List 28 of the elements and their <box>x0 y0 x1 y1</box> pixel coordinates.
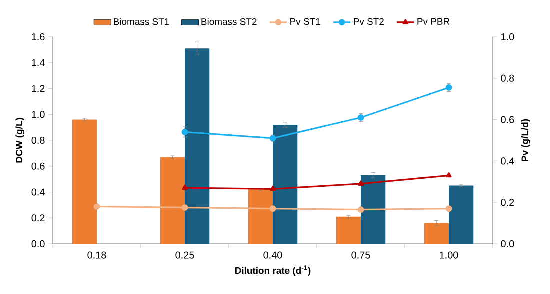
y-tick-label: 1.2 <box>32 85 45 92</box>
y2-axis-title: Pv (g/L/d) <box>521 119 530 162</box>
x-tick-label: 0.18 <box>88 252 106 259</box>
y2-tick-label: 0.6 <box>501 116 514 124</box>
legend-label: Pv PBR <box>418 18 450 25</box>
x-tick-label: 0.75 <box>352 252 370 259</box>
y2-tick-label: 1.0 <box>502 33 514 41</box>
y-tick-label: 0.4 <box>32 188 45 196</box>
y-tick-label: 0.0 <box>32 240 45 248</box>
x-tick-label: 1.00 <box>440 252 458 259</box>
y2-tick-label: 0.2 <box>501 199 514 206</box>
y2-tick-label: 0.4 <box>501 158 514 165</box>
y-tick-label: 0.2 <box>32 214 45 222</box>
y-tick-label: 1.4 <box>32 59 45 66</box>
y-axis-title: DCW (g/L) <box>16 118 25 163</box>
legend-label: Biomass ST1 <box>114 18 170 26</box>
y2-tick-label: 0.8 <box>501 74 514 82</box>
x-axis-title: Dilution rate (d$^{-1}$) <box>235 266 311 276</box>
y-tick-label: 1.6 <box>32 33 45 41</box>
y-tick-label: 1.0 <box>32 111 45 118</box>
y-tick-label: 0.8 <box>32 136 45 144</box>
legend-label: Pv ST2 <box>354 18 384 26</box>
x-tick-label: 0.40 <box>264 252 282 259</box>
x-tick-label: 0.25 <box>176 252 194 259</box>
y-tick-label: 0.6 <box>32 162 45 170</box>
legend-label: Pv ST1 <box>290 18 320 26</box>
y2-tick-label: 0.0 <box>501 240 514 248</box>
legend-label: Biomass ST2 <box>202 18 257 26</box>
